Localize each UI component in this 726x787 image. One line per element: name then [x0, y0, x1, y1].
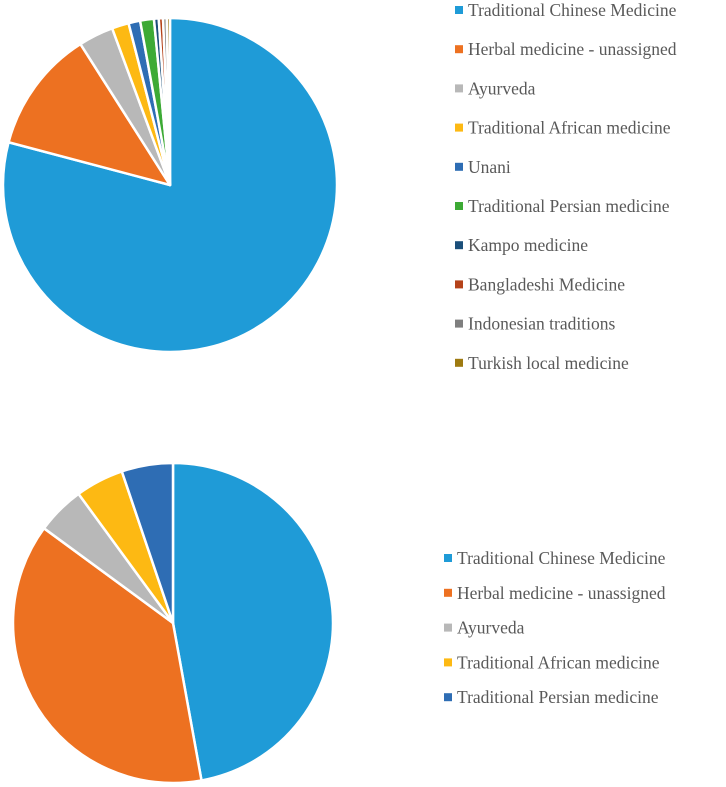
legend-swatch: [455, 123, 463, 132]
legend-item: Turkish local medicine: [455, 353, 629, 373]
legend-label: Kampo medicine: [468, 235, 588, 255]
legend-label: Traditional Chinese Medicine: [457, 548, 666, 568]
legend-label: Traditional African medicine: [468, 118, 671, 138]
legend-swatch: [455, 319, 463, 328]
legend-label: Ayurveda: [457, 618, 525, 638]
legend-swatch: [455, 358, 463, 367]
legend-item: Unani: [455, 157, 511, 177]
legend-label: Ayurveda: [468, 78, 536, 98]
pie-chart-top: Traditional Chinese Medicine Herbal medic…: [1, 0, 677, 373]
legend-label: Traditional African medicine: [457, 652, 660, 672]
legend-label: Turkish local medicine: [468, 353, 629, 373]
pie-top-slices: [1, 16, 339, 354]
legend-label: Traditional Persian medicine: [457, 687, 659, 707]
legend-swatch: [444, 588, 452, 597]
legend-item: Herbal medicine - unassigned: [444, 583, 666, 603]
legend-swatch: [455, 45, 463, 54]
legend-item: Ayurveda: [455, 78, 536, 98]
pie-slice: [7, 42, 172, 187]
legend-swatch: [444, 658, 452, 667]
legend-item: Traditional African medicine: [444, 652, 660, 672]
pie-bottom-slices: [11, 461, 335, 785]
legend-swatch: [455, 6, 463, 14]
legend-swatch: [455, 241, 463, 250]
legend-item: Indonesian traditions: [455, 314, 615, 334]
legend-top: Traditional Chinese Medicine Herbal medic…: [455, 0, 677, 373]
legend-swatch: [455, 162, 463, 171]
legend-swatch: [455, 202, 463, 210]
pie-chart-bottom: Traditional Chinese Medicine Herbal medic…: [11, 461, 666, 785]
pie-slice: [120, 461, 175, 625]
legend-label: Traditional Chinese Medicine: [468, 0, 677, 20]
legend-item: Traditional Chinese Medicine: [444, 548, 666, 568]
legend-item: Bangladeshi Medicine: [455, 274, 625, 294]
pie-slice: [165, 16, 172, 187]
legend-item: Traditional African medicine: [455, 118, 671, 138]
legend-swatch: [444, 623, 452, 632]
legend-label: Herbal medicine - unassigned: [468, 39, 677, 59]
legend-item: Traditional Persian medicine: [455, 196, 670, 216]
legend-item: Herbal medicine - unassigned: [455, 39, 677, 59]
legend-swatch: [455, 84, 463, 93]
legend-item: Traditional Chinese Medicine: [455, 0, 677, 20]
legend-label: Traditional Persian medicine: [468, 196, 670, 216]
pie-slice: [1, 16, 339, 354]
legend-swatch: [444, 554, 452, 562]
legend-swatch: [444, 693, 452, 702]
legend-item: Kampo medicine: [455, 235, 588, 255]
legend-label: Herbal medicine - unassigned: [457, 583, 666, 603]
legend-label: Unani: [468, 157, 511, 177]
pie-slice: [11, 527, 203, 785]
legend-bottom: Traditional Chinese Medicine Herbal medic…: [444, 548, 666, 707]
legend-item: Traditional Persian medicine: [444, 687, 659, 707]
legend-label: Bangladeshi Medicine: [468, 274, 625, 294]
legend-label: Indonesian traditions: [468, 314, 615, 334]
legend-swatch: [455, 280, 463, 289]
pie-slice: [171, 461, 335, 782]
legend-item: Ayurveda: [444, 618, 525, 638]
